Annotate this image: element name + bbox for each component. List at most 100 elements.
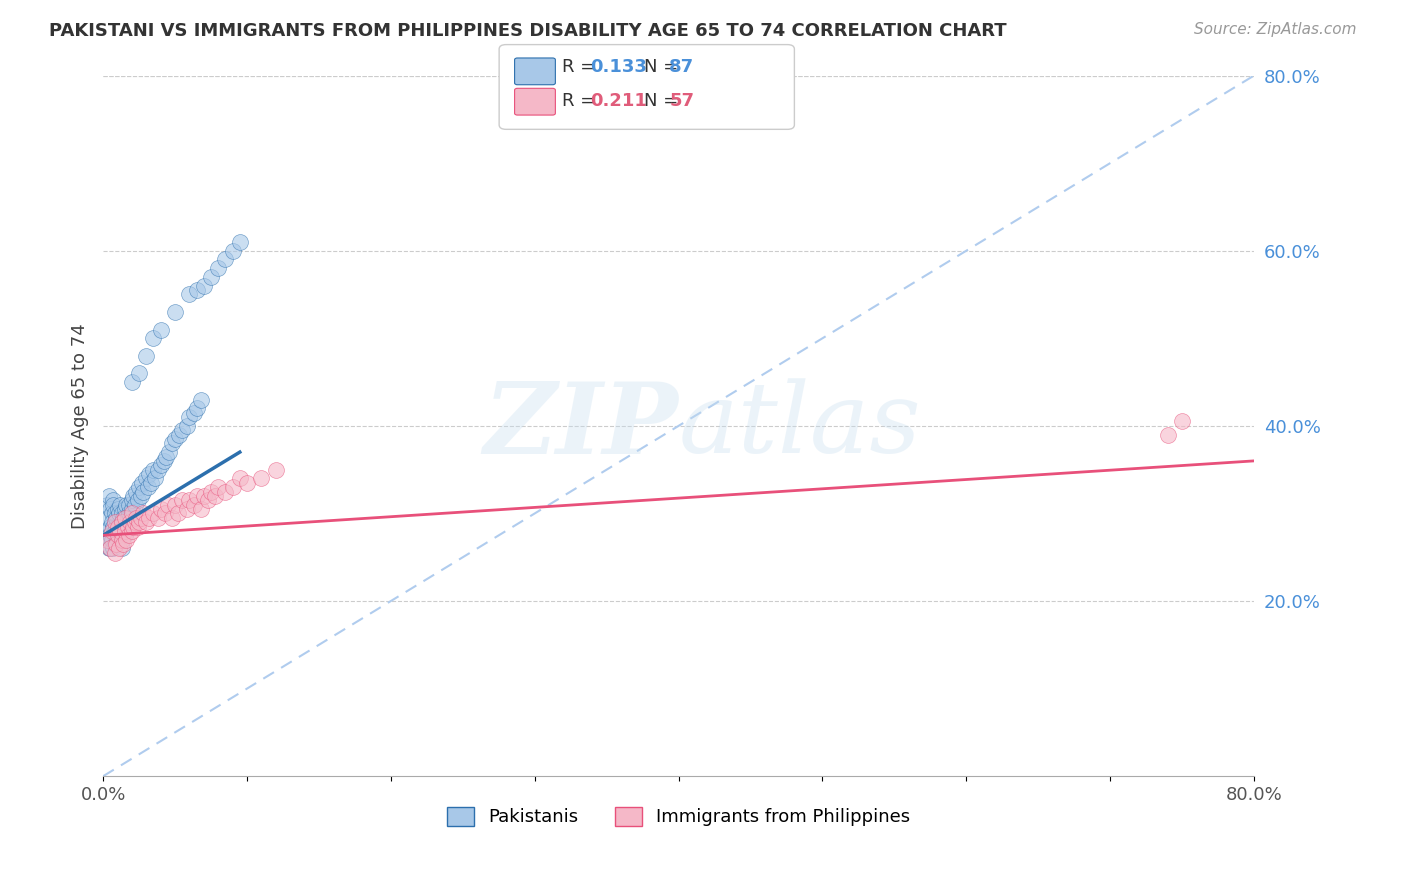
Point — [165, 498, 187, 512]
Point — [122, 519, 145, 533]
Point — [146, 463, 169, 477]
Point — [186, 401, 208, 416]
Point — [98, 528, 121, 542]
Point — [104, 524, 127, 538]
Text: 57: 57 — [669, 92, 695, 110]
Point — [264, 463, 287, 477]
Point — [165, 305, 187, 319]
Point — [160, 511, 183, 525]
Point — [127, 519, 149, 533]
Point — [104, 515, 127, 529]
Point — [97, 533, 120, 547]
Point — [172, 423, 194, 437]
Point — [183, 498, 205, 512]
Point — [110, 524, 132, 538]
Point — [153, 507, 176, 521]
Text: atlas: atlas — [679, 378, 921, 474]
Point — [128, 515, 150, 529]
Point — [172, 493, 194, 508]
Point — [193, 489, 215, 503]
Point — [114, 502, 136, 516]
Point — [1171, 414, 1194, 428]
Point — [98, 541, 121, 556]
Point — [100, 507, 122, 521]
Point — [97, 541, 120, 556]
Point — [103, 541, 125, 556]
Point — [103, 498, 125, 512]
Point — [110, 528, 132, 542]
Point — [111, 515, 134, 529]
Point — [107, 519, 129, 533]
Point — [190, 502, 212, 516]
Point — [236, 475, 259, 490]
Point — [138, 511, 160, 525]
Point — [132, 507, 155, 521]
Point — [149, 458, 172, 473]
Point — [176, 502, 198, 516]
Point — [176, 418, 198, 433]
Point — [142, 463, 165, 477]
Point — [142, 507, 165, 521]
Point — [100, 515, 122, 529]
Point — [129, 511, 152, 525]
Point — [118, 528, 141, 542]
Point — [190, 392, 212, 407]
Point — [104, 546, 127, 560]
Text: 0.133: 0.133 — [591, 58, 647, 76]
Point — [114, 528, 136, 542]
Point — [128, 480, 150, 494]
Point — [108, 541, 131, 556]
Point — [105, 511, 128, 525]
Text: PAKISTANI VS IMMIGRANTS FROM PHILIPPINES DISABILITY AGE 65 TO 74 CORRELATION CHA: PAKISTANI VS IMMIGRANTS FROM PHILIPPINES… — [49, 22, 1007, 40]
Point — [104, 507, 127, 521]
Point — [124, 498, 146, 512]
Point — [156, 498, 179, 512]
Point — [118, 507, 141, 521]
Point — [135, 349, 157, 363]
Point — [111, 533, 134, 547]
Point — [127, 493, 149, 508]
Point — [121, 493, 143, 508]
Text: R =: R = — [562, 92, 602, 110]
Point — [105, 537, 128, 551]
Text: ZIP: ZIP — [484, 377, 679, 475]
Point — [115, 498, 138, 512]
Point — [98, 502, 121, 516]
Point — [229, 235, 252, 249]
Point — [135, 471, 157, 485]
Point — [200, 269, 222, 284]
Point — [128, 366, 150, 380]
Text: 87: 87 — [669, 58, 695, 76]
Point — [112, 537, 135, 551]
Point — [167, 507, 190, 521]
Point — [169, 427, 191, 442]
Point — [183, 406, 205, 420]
Point — [250, 471, 273, 485]
Point — [121, 375, 143, 389]
Point — [115, 519, 138, 533]
Point — [139, 475, 162, 490]
Point — [152, 454, 174, 468]
Point — [112, 511, 135, 525]
Point — [120, 511, 142, 525]
Point — [107, 524, 129, 538]
Point — [138, 467, 160, 481]
Point — [111, 515, 134, 529]
Point — [110, 498, 132, 512]
Point — [124, 515, 146, 529]
Point — [193, 278, 215, 293]
Text: N =: N = — [644, 92, 683, 110]
Point — [100, 533, 122, 547]
Point — [149, 322, 172, 336]
Point — [214, 252, 236, 267]
Point — [125, 484, 148, 499]
Point — [221, 480, 243, 494]
Point — [121, 507, 143, 521]
Point — [135, 515, 157, 529]
Point — [160, 436, 183, 450]
Point — [120, 515, 142, 529]
Point — [179, 493, 201, 508]
Point — [204, 489, 226, 503]
Point — [131, 475, 153, 490]
Point — [121, 502, 143, 516]
